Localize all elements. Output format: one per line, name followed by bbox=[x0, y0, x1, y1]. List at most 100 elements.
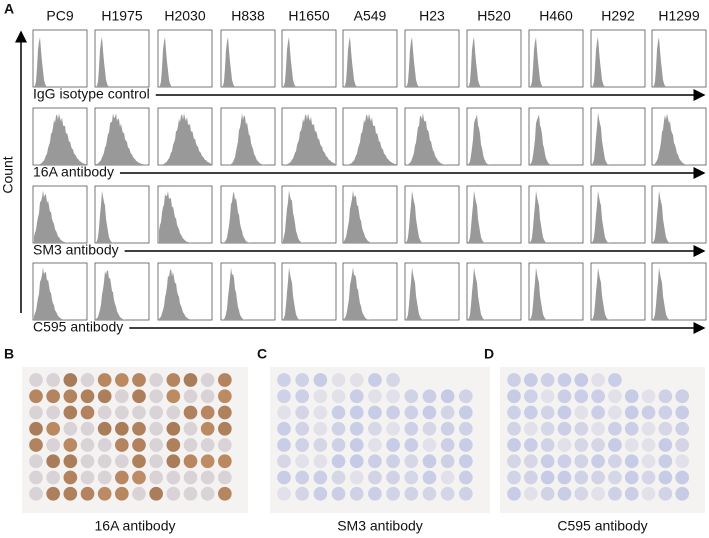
tissue-core bbox=[386, 405, 400, 420]
histogram bbox=[283, 36, 335, 87]
tissue-core bbox=[458, 405, 473, 420]
tissue-core bbox=[557, 470, 572, 485]
tissue-core bbox=[624, 454, 639, 469]
tissue-core bbox=[574, 421, 589, 436]
tissue-core bbox=[218, 454, 232, 469]
column-header: H838 bbox=[231, 8, 265, 24]
tissue-core bbox=[368, 421, 382, 436]
tissue-core bbox=[349, 438, 364, 452]
tissue-core bbox=[97, 438, 112, 452]
tissue-core bbox=[422, 486, 437, 501]
tissue-core bbox=[507, 454, 521, 469]
histogram bbox=[653, 267, 705, 320]
tissue-core bbox=[591, 454, 605, 469]
tissue-core bbox=[404, 454, 419, 469]
histogram bbox=[344, 36, 396, 87]
histogram bbox=[530, 190, 582, 243]
tissue-arrays: B 16A antibody C SM3 antibody D C595 antibody bbox=[4, 346, 705, 534]
tissue-core bbox=[574, 373, 589, 387]
tissue-core bbox=[218, 373, 232, 387]
tissue-core bbox=[404, 389, 419, 404]
histogram bbox=[283, 267, 335, 320]
tissue-core bbox=[368, 373, 382, 387]
tissue-core bbox=[608, 486, 622, 501]
tissue-core bbox=[295, 373, 310, 387]
tissue-core bbox=[218, 438, 232, 452]
tissue-core bbox=[80, 486, 95, 501]
tissue-core bbox=[313, 438, 328, 452]
column-header: H292 bbox=[601, 8, 635, 24]
tissue-core bbox=[608, 389, 622, 404]
histogram bbox=[96, 36, 148, 87]
tissue-core bbox=[80, 454, 95, 469]
tissue-core bbox=[557, 438, 572, 452]
tissue-core bbox=[368, 389, 382, 404]
column-header: H1650 bbox=[288, 8, 329, 24]
tissue-core bbox=[404, 486, 419, 501]
histogram bbox=[344, 267, 396, 320]
tissue-core bbox=[608, 454, 622, 469]
histogram bbox=[530, 114, 582, 165]
tissue-core bbox=[200, 438, 215, 452]
tissue-core bbox=[641, 486, 656, 501]
panel-label: D bbox=[484, 346, 494, 362]
histogram bbox=[222, 113, 274, 165]
tissue-core bbox=[115, 470, 129, 485]
tissue-core bbox=[97, 486, 112, 501]
tissue-core bbox=[46, 438, 60, 452]
tissue-core bbox=[29, 438, 43, 452]
tissue-core bbox=[591, 405, 605, 420]
tissue-core bbox=[523, 405, 538, 420]
tissue-core bbox=[386, 373, 400, 387]
tissue-core bbox=[557, 373, 572, 387]
histogram bbox=[283, 190, 335, 243]
tissue-core bbox=[658, 470, 673, 485]
tissue-core bbox=[331, 373, 346, 387]
tissue-core bbox=[386, 486, 400, 501]
tissue-core bbox=[149, 421, 163, 436]
tissue-core bbox=[608, 438, 622, 452]
tissue-core bbox=[641, 470, 656, 485]
tissue-core bbox=[183, 421, 198, 436]
tissue-core bbox=[218, 389, 232, 404]
tissue-core bbox=[80, 470, 95, 485]
tissue-core bbox=[422, 438, 437, 452]
tissue-core bbox=[641, 454, 656, 469]
tissue-core bbox=[29, 486, 43, 501]
tissue-core bbox=[591, 438, 605, 452]
histogram bbox=[96, 190, 148, 243]
tissue-core bbox=[591, 486, 605, 501]
tissue-core bbox=[675, 486, 690, 501]
tissue-core bbox=[277, 470, 291, 485]
tissue-core bbox=[331, 486, 346, 501]
tissue-core bbox=[557, 486, 572, 501]
tissue-core bbox=[540, 373, 555, 387]
tissue-core bbox=[349, 486, 364, 501]
tissue-core bbox=[658, 454, 673, 469]
tissue-core bbox=[404, 438, 419, 452]
tissue-core bbox=[458, 486, 473, 501]
tissue-core bbox=[540, 470, 555, 485]
tissue-core bbox=[166, 454, 181, 469]
histogram bbox=[34, 190, 86, 243]
tissue-core bbox=[422, 454, 437, 469]
row-label: C595 antibody bbox=[33, 319, 123, 335]
tissue-core bbox=[313, 389, 328, 404]
tissue-core bbox=[440, 470, 455, 485]
tissue-core bbox=[295, 405, 310, 420]
tissue-core bbox=[97, 389, 112, 404]
histogram bbox=[159, 268, 211, 320]
column-header: H1975 bbox=[101, 8, 142, 24]
tissue-core bbox=[540, 486, 555, 501]
tissue-core bbox=[277, 405, 291, 420]
histogram bbox=[592, 36, 644, 87]
histogram bbox=[468, 114, 520, 165]
tissue-core bbox=[63, 454, 78, 469]
column-header: H460 bbox=[539, 8, 573, 24]
tissue-core bbox=[132, 438, 146, 452]
tissue-core bbox=[115, 405, 129, 420]
tissue-core bbox=[675, 405, 690, 420]
row-label: IgG isotype control bbox=[33, 86, 150, 102]
tissue-core bbox=[183, 405, 198, 420]
tissue-core bbox=[200, 405, 215, 420]
